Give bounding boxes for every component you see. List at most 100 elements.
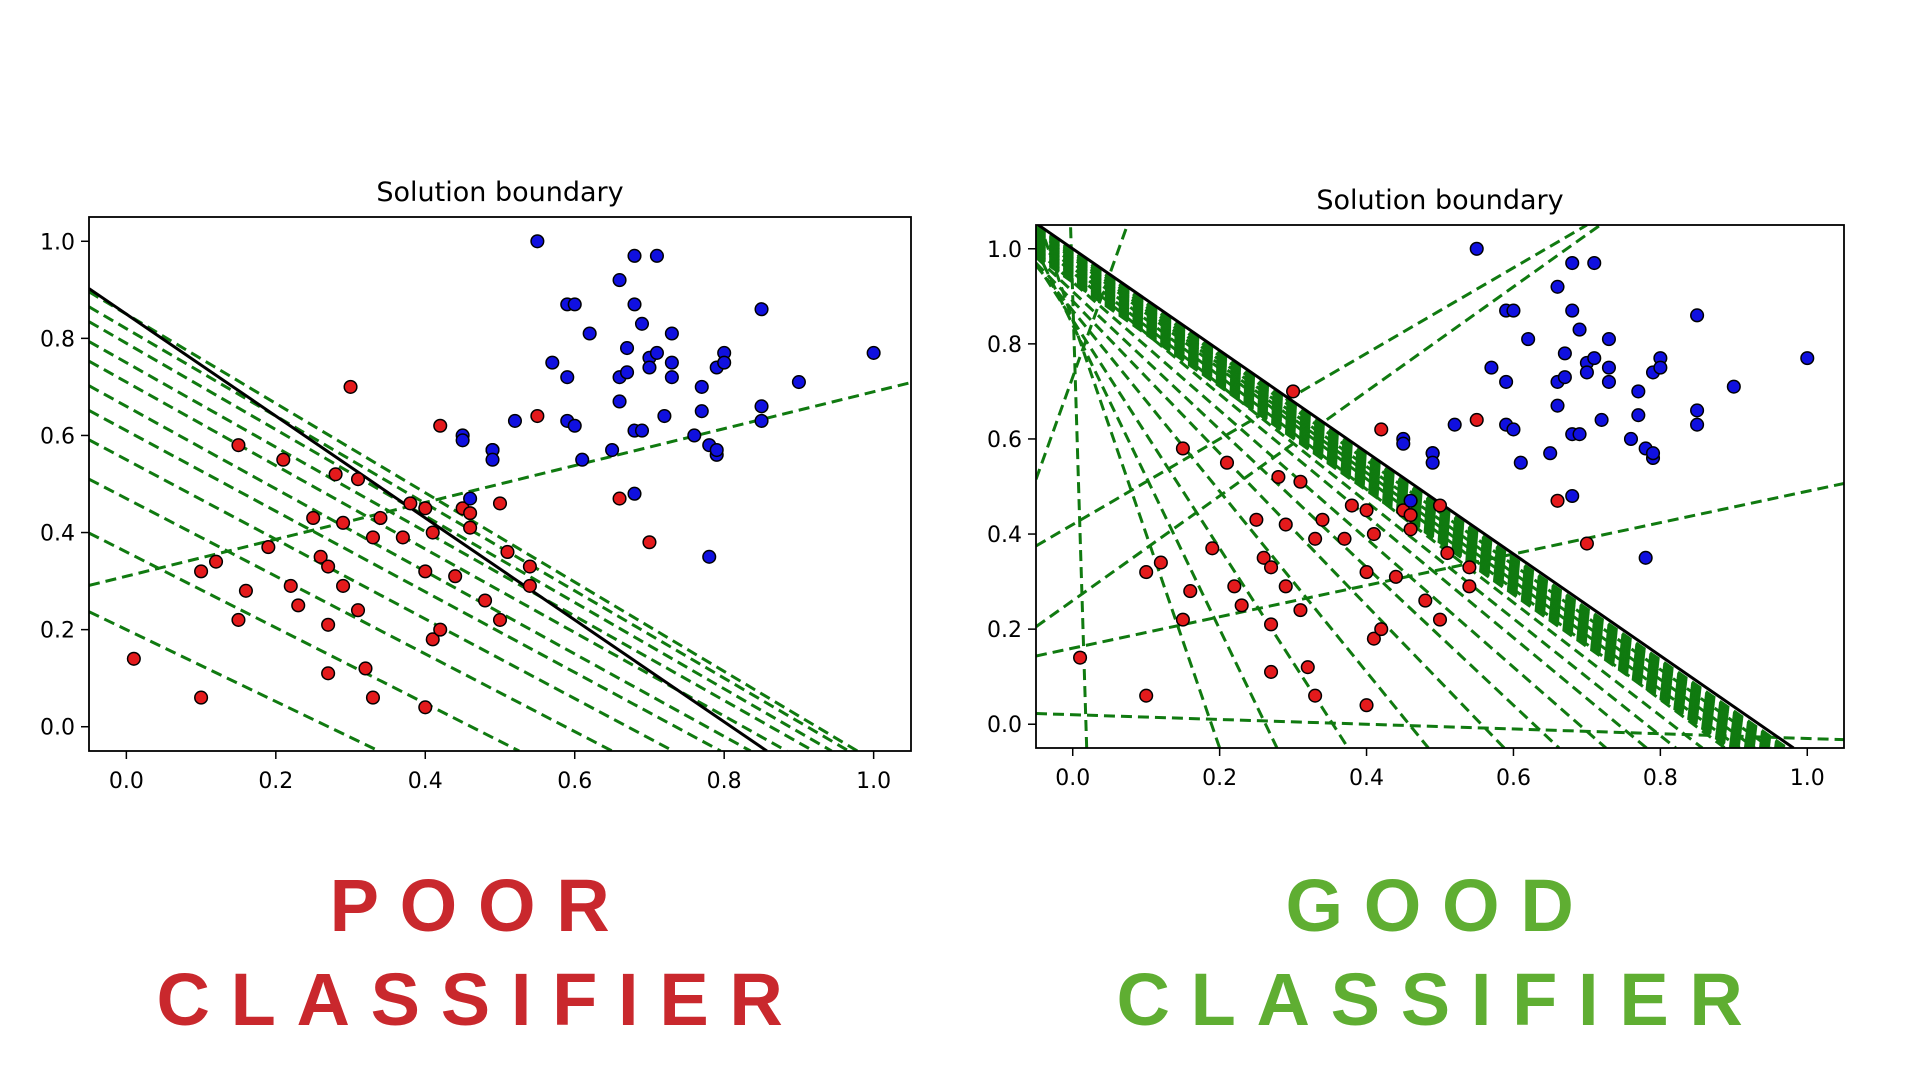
chart0-point-red-44: [522, 559, 537, 574]
chart1-point-red-10: [1234, 598, 1249, 613]
chart0-xtick-label-0: 0.0: [109, 769, 144, 794]
chart0-point-red-1: [194, 690, 209, 705]
chart0-point-blue-19: [619, 365, 635, 380]
chart0-xtick-label-1: 0.2: [258, 769, 293, 794]
chart1-xtick-label-2: 0.4: [1349, 766, 1384, 791]
chart0-point-blue-35: [687, 428, 702, 443]
chart1-point-blue-18: [1550, 398, 1565, 413]
chart1-point-red-9: [1227, 579, 1242, 594]
chart0-point-red-30: [418, 700, 433, 715]
chart0-point-blue-20: [619, 341, 635, 356]
chart0-point-blue-15: [605, 442, 620, 458]
chart0-point-red-32: [425, 632, 440, 647]
chart0-xtick-label-4: 0.8: [707, 769, 742, 794]
chart0-point-blue-14: [582, 326, 597, 341]
chart1-point-red-22: [1300, 660, 1315, 675]
chart0-point-red-11: [306, 510, 321, 526]
chart0-point-red-42: [492, 612, 508, 627]
chart1-candidate-line-6: [1038, 225, 1222, 748]
chart1-point-red-37: [1403, 507, 1418, 523]
chart1-point-blue-30: [1587, 351, 1602, 366]
chart0-point-red-34: [433, 622, 448, 637]
chart1-point-blue-19: [1557, 370, 1572, 385]
chart0-point-red-35: [448, 569, 463, 584]
chart1-converged-line-39: [1036, 225, 1788, 748]
chart1-point-red-46: [1469, 412, 1484, 427]
chart0-point-blue-2: [463, 491, 478, 506]
chart1-ytick-label-2: 0.4: [987, 523, 1022, 548]
chart0-point-red-2: [194, 564, 209, 579]
chart0-point-red-15: [321, 617, 336, 632]
chart1-point-blue-46: [1690, 417, 1705, 432]
chart1-point-red-4: [1175, 612, 1190, 627]
chart1-point-red-39: [1418, 593, 1433, 608]
chart0-point-red-48: [642, 535, 657, 550]
chart0-point-blue-32: [664, 326, 679, 341]
chart1-candidate-line-11: [1036, 255, 1561, 748]
chart1-point-red-3: [1153, 555, 1168, 570]
chart0-candidate-line-10: [89, 531, 520, 751]
chart0-point-blue-5: [507, 413, 522, 428]
chart1-point-red-7: [1205, 541, 1220, 556]
chart0-point-red-47: [612, 491, 627, 506]
chart1-point-red-43: [1440, 546, 1455, 561]
chart0-point-blue-37: [694, 379, 709, 394]
chart1-point-blue-33: [1601, 360, 1616, 375]
chart0-point-blue-46: [754, 413, 769, 428]
chart0-point-red-13: [321, 666, 336, 681]
chart0-point-red-41: [492, 496, 508, 511]
chart0-point-red-39: [478, 593, 493, 608]
chart0-point-blue-25: [634, 316, 650, 331]
chart0-point-blue-33: [664, 355, 679, 370]
chart0-point-red-17: [336, 578, 351, 593]
chart1-point-red-24: [1308, 688, 1323, 703]
chart0-point-blue-21: [627, 248, 642, 263]
chart0-point-blue-36: [694, 404, 709, 419]
chart0-solution-boundary: [89, 287, 768, 751]
chart0-point-red-14: [321, 559, 336, 574]
chart1-point-red-38: [1403, 522, 1418, 537]
chart0-xtick-label-3: 0.6: [557, 769, 592, 794]
chart0-point-blue-1: [455, 433, 470, 448]
chart1-candidate-line-10: [1036, 261, 1506, 748]
chart1-point-blue-1: [1396, 436, 1411, 451]
chart1-xtick-label-3: 0.6: [1496, 766, 1531, 791]
chart1-point-red-14: [1264, 560, 1279, 575]
chart0-ytick-label-0: 0.0: [40, 716, 75, 741]
chart0-point-red-43: [500, 544, 515, 560]
chart0-point-blue-7: [545, 355, 560, 370]
chart1-point-blue-2: [1403, 493, 1418, 508]
chart1-point-blue-44: [1653, 360, 1668, 375]
chart1-candidate-line-14: [1036, 237, 1677, 748]
chart0-ytick-label-3: 0.6: [40, 424, 75, 449]
chart1-point-blue-20: [1557, 346, 1572, 361]
chart1-xtick-label-0: 0.0: [1055, 766, 1090, 791]
chart1-point-blue-15: [1543, 446, 1558, 461]
chart1-point-blue-22: [1565, 303, 1580, 318]
chart0-point-red-10: [291, 598, 306, 613]
chart0-point-red-28: [418, 564, 433, 579]
chart1-candidate-line-9: [1036, 264, 1430, 748]
chart1-point-red-15: [1264, 617, 1279, 632]
chart1-ytick-label-5: 1.0: [987, 238, 1022, 263]
chart0-point-blue-13: [575, 452, 590, 467]
chart1-point-blue-9: [1499, 374, 1514, 389]
chart1-point-red-44: [1462, 560, 1477, 575]
chart1-candidate-line-7: [1036, 248, 1279, 748]
chart0-point-blue-18: [612, 394, 627, 409]
chart1-point-blue-28: [1579, 365, 1594, 380]
chart0-point-blue-26: [634, 423, 650, 438]
chart0-candidate-line-2: [89, 305, 850, 751]
chart1-point-blue-14: [1521, 332, 1536, 347]
chart0-ytick-label-1: 0.2: [40, 619, 75, 644]
chart1-point-red-2: [1139, 565, 1154, 580]
chart0-candidate-line-11: [89, 610, 380, 751]
chart0-xtick-label-2: 0.4: [408, 769, 443, 794]
chart1-point-red-18: [1278, 517, 1293, 532]
chart1-point-red-6: [1183, 584, 1198, 599]
chart1-xtick-label-1: 0.2: [1202, 766, 1237, 791]
chart0-point-red-25: [373, 510, 388, 526]
poor-caption-line1: POOR: [329, 864, 631, 947]
chart1-ytick-label-4: 0.8: [987, 333, 1022, 358]
chart1-point-red-26: [1337, 531, 1352, 546]
